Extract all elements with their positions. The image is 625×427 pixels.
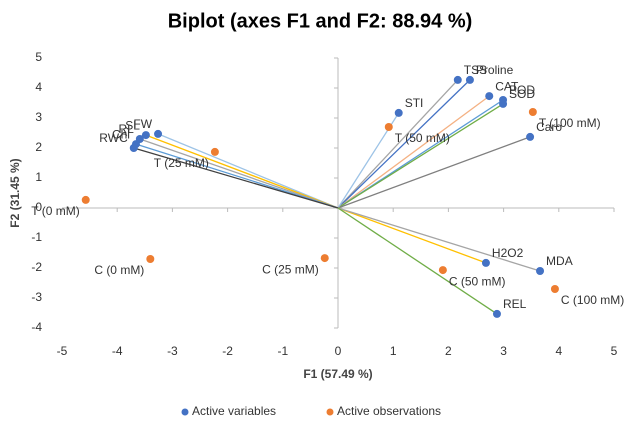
point: [550, 285, 559, 293]
x-tick-label: -3: [167, 344, 178, 358]
y-tick-label: -4: [31, 320, 42, 334]
point-label: STI: [405, 96, 424, 110]
point: [146, 255, 155, 263]
y-tick-label: 2: [35, 140, 42, 154]
legend-label: Active variables: [192, 404, 276, 418]
point-label: Proline: [476, 63, 514, 77]
point: [485, 92, 494, 101]
point-label: RWC: [99, 131, 128, 145]
point: [384, 123, 393, 131]
vector: [337, 207, 541, 272]
point: [210, 147, 219, 156]
point: [481, 258, 490, 267]
vector: [145, 134, 339, 209]
x-tick-label: 4: [555, 344, 562, 358]
point-label: CAT: [495, 79, 519, 93]
point: [528, 108, 537, 116]
point-label: T (100 mM): [539, 116, 601, 130]
point-label: SL: [125, 118, 140, 132]
x-axis-title: F1 (57.49 %): [303, 367, 372, 381]
x-tick-label: 3: [500, 344, 507, 358]
legend-marker: [181, 408, 189, 416]
y-tick-label: -2: [31, 260, 42, 274]
point-label: Caro: [536, 120, 562, 134]
x-tick-label: -5: [57, 344, 68, 358]
vector: [337, 79, 459, 209]
x-tick-label: -4: [112, 344, 123, 358]
point: [320, 254, 329, 263]
point-label: C (25 mM): [262, 262, 319, 276]
y-tick-label: 5: [35, 50, 42, 64]
y-tick-label: -1: [31, 230, 42, 244]
y-axis-title: F2 (31.45 %): [8, 158, 22, 227]
point-label: REL: [503, 297, 527, 311]
point: [81, 195, 90, 204]
vector: [337, 207, 487, 264]
y-tick-label: 0: [35, 200, 42, 214]
point: [394, 108, 403, 117]
point-label: C (100 mM): [561, 293, 624, 307]
point-label: T (0 mM): [31, 204, 79, 218]
point-label: MDA: [546, 254, 573, 268]
vector: [337, 136, 531, 209]
point: [492, 309, 501, 318]
y-tick-label: 4: [35, 80, 42, 94]
vector: [337, 103, 504, 209]
point-label: TSS: [464, 63, 487, 77]
point: [141, 131, 150, 140]
point-label: C (50 mM): [449, 274, 506, 288]
point-label: C (0 mM): [94, 263, 144, 277]
y-tick-label: 3: [35, 110, 42, 124]
y-tick-label: -3: [31, 290, 42, 304]
point: [438, 266, 447, 275]
vector: [337, 207, 498, 315]
point-label: T (50 mM): [395, 131, 450, 145]
vector: [135, 143, 339, 209]
point: [536, 267, 545, 275]
vector: [133, 147, 339, 209]
x-tick-label: 2: [445, 344, 452, 358]
point-label: FW: [133, 117, 152, 131]
x-tick-label: -2: [222, 344, 233, 358]
legend-marker: [326, 408, 334, 416]
y-tick-label: 1: [35, 170, 42, 184]
point-label: SOD: [509, 87, 535, 101]
legend-label: Active observations: [337, 404, 441, 418]
point-label: H2O2: [492, 246, 524, 260]
point-label: Chl: [112, 127, 130, 141]
point-label: T (25 mM): [154, 156, 209, 170]
x-tick-label: -1: [277, 344, 288, 358]
vector: [139, 138, 339, 209]
point: [465, 75, 474, 84]
point: [154, 129, 163, 138]
x-tick-label: 1: [390, 344, 397, 358]
vector: [337, 79, 471, 209]
vector: [157, 133, 339, 209]
point: [453, 75, 462, 84]
point-label: RL: [118, 122, 134, 136]
chart-title: Biplot (axes F1 and F2: 88.94 %): [168, 10, 473, 32]
point-label: POD: [509, 83, 535, 97]
point: [526, 132, 535, 141]
vector: [337, 95, 490, 209]
x-tick-label: 5: [611, 344, 618, 358]
x-tick-label: 0: [335, 344, 342, 358]
point: [129, 144, 138, 152]
point: [499, 99, 508, 108]
